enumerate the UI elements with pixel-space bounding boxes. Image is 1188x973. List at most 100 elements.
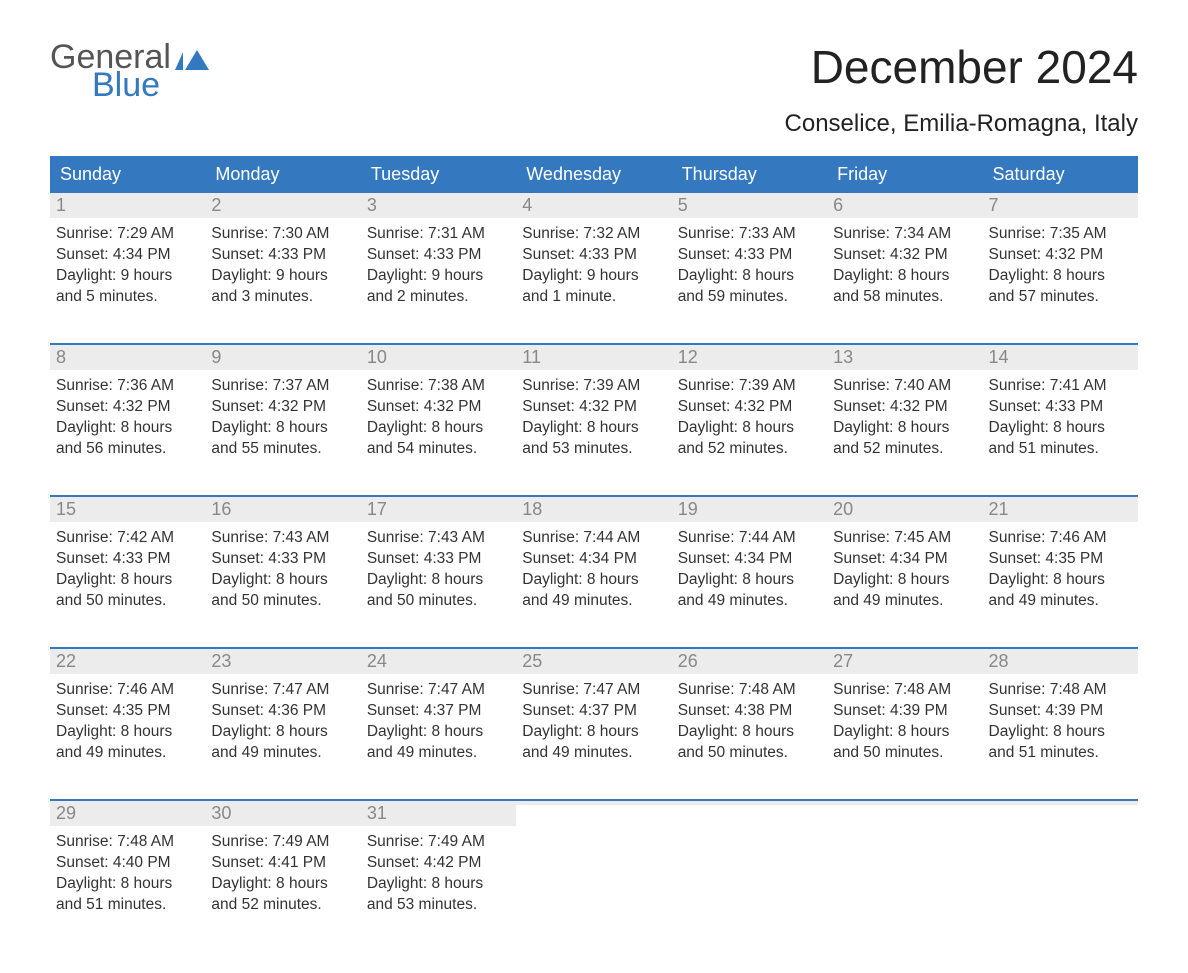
day-number-row: 25 bbox=[516, 649, 671, 674]
day-dl1: Daylight: 8 hours bbox=[211, 570, 354, 591]
day-sunrise: Sunrise: 7:42 AM bbox=[56, 528, 199, 549]
calendar-week: 1Sunrise: 7:29 AMSunset: 4:34 PMDaylight… bbox=[50, 193, 1138, 325]
day-number: 1 bbox=[50, 193, 205, 218]
day-dl1: Daylight: 8 hours bbox=[989, 418, 1132, 439]
calendar-day-cell: 28Sunrise: 7:48 AMSunset: 4:39 PMDayligh… bbox=[983, 649, 1138, 781]
day-dl2: and 54 minutes. bbox=[367, 439, 510, 460]
calendar-day-cell: 25Sunrise: 7:47 AMSunset: 4:37 PMDayligh… bbox=[516, 649, 671, 781]
day-body: Sunrise: 7:45 AMSunset: 4:34 PMDaylight:… bbox=[827, 522, 982, 616]
day-body: Sunrise: 7:38 AMSunset: 4:32 PMDaylight:… bbox=[361, 370, 516, 464]
day-dl1: Daylight: 8 hours bbox=[56, 570, 199, 591]
day-sunrise: Sunrise: 7:46 AM bbox=[989, 528, 1132, 549]
day-body: Sunrise: 7:29 AMSunset: 4:34 PMDaylight:… bbox=[50, 218, 205, 312]
day-sunrise: Sunrise: 7:36 AM bbox=[56, 376, 199, 397]
day-sunset: Sunset: 4:40 PM bbox=[56, 853, 199, 874]
day-dl2: and 50 minutes. bbox=[367, 591, 510, 612]
day-number: 3 bbox=[361, 193, 516, 218]
day-dl1: Daylight: 9 hours bbox=[211, 266, 354, 287]
day-sunrise: Sunrise: 7:46 AM bbox=[56, 680, 199, 701]
day-number: 4 bbox=[516, 193, 671, 218]
day-number-row: 24 bbox=[361, 649, 516, 674]
day-number: 6 bbox=[827, 193, 982, 218]
day-dl1: Daylight: 8 hours bbox=[833, 570, 976, 591]
day-sunrise: Sunrise: 7:29 AM bbox=[56, 224, 199, 245]
day-sunrise: Sunrise: 7:49 AM bbox=[211, 832, 354, 853]
day-sunrise: Sunrise: 7:33 AM bbox=[678, 224, 821, 245]
day-dl2: and 52 minutes. bbox=[678, 439, 821, 460]
day-number: 28 bbox=[983, 649, 1138, 674]
calendar-day-cell: 8 Sunrise: 7:36 AMSunset: 4:32 PMDaylight… bbox=[50, 345, 205, 477]
day-body: Sunrise: 7:44 AMSunset: 4:34 PMDaylight:… bbox=[516, 522, 671, 616]
day-body: Sunrise: 7:43 AMSunset: 4:33 PMDaylight:… bbox=[205, 522, 360, 616]
day-dl1: Daylight: 8 hours bbox=[56, 418, 199, 439]
calendar-day-cell: 14Sunrise: 7:41 AMSunset: 4:33 PMDayligh… bbox=[983, 345, 1138, 477]
day-dl2: and 49 minutes. bbox=[56, 743, 199, 764]
day-dl2: and 56 minutes. bbox=[56, 439, 199, 460]
day-dl2: and 52 minutes. bbox=[833, 439, 976, 460]
day-sunset: Sunset: 4:32 PM bbox=[833, 397, 976, 418]
day-sunset: Sunset: 4:32 PM bbox=[833, 245, 976, 266]
day-dl2: and 50 minutes. bbox=[678, 743, 821, 764]
day-body: Sunrise: 7:30 AMSunset: 4:33 PMDaylight:… bbox=[205, 218, 360, 312]
day-number: 24 bbox=[361, 649, 516, 674]
day-dl1: Daylight: 8 hours bbox=[678, 722, 821, 743]
day-dl2: and 51 minutes. bbox=[989, 439, 1132, 460]
day-body: Sunrise: 7:39 AMSunset: 4:32 PMDaylight:… bbox=[672, 370, 827, 464]
day-sunrise: Sunrise: 7:48 AM bbox=[678, 680, 821, 701]
day-number: 26 bbox=[672, 649, 827, 674]
day-dl1: Daylight: 8 hours bbox=[678, 418, 821, 439]
day-sunset: Sunset: 4:32 PM bbox=[56, 397, 199, 418]
day-number-row: 30 bbox=[205, 801, 360, 826]
day-dl2: and 57 minutes. bbox=[989, 287, 1132, 308]
day-number: 29 bbox=[50, 801, 205, 826]
day-sunrise: Sunrise: 7:44 AM bbox=[522, 528, 665, 549]
day-dl1: Daylight: 8 hours bbox=[522, 722, 665, 743]
day-dl1: Daylight: 8 hours bbox=[989, 570, 1132, 591]
day-sunrise: Sunrise: 7:48 AM bbox=[833, 680, 976, 701]
day-dl2: and 50 minutes. bbox=[211, 591, 354, 612]
day-sunrise: Sunrise: 7:47 AM bbox=[522, 680, 665, 701]
header-sunday: Sunday bbox=[50, 156, 205, 193]
day-number: 5 bbox=[672, 193, 827, 218]
day-number: 22 bbox=[50, 649, 205, 674]
day-sunset: Sunset: 4:36 PM bbox=[211, 701, 354, 722]
day-number: 8 bbox=[50, 345, 205, 370]
calendar-day-cell: 6Sunrise: 7:34 AMSunset: 4:32 PMDaylight… bbox=[827, 193, 982, 325]
day-number-row bbox=[827, 801, 982, 805]
day-dl2: and 50 minutes. bbox=[56, 591, 199, 612]
day-sunrise: Sunrise: 7:43 AM bbox=[367, 528, 510, 549]
calendar-day-cell: 20Sunrise: 7:45 AMSunset: 4:34 PMDayligh… bbox=[827, 497, 982, 629]
day-dl2: and 49 minutes. bbox=[211, 743, 354, 764]
day-number: 9 bbox=[205, 345, 360, 370]
day-sunset: Sunset: 4:33 PM bbox=[56, 549, 199, 570]
day-dl1: Daylight: 8 hours bbox=[367, 418, 510, 439]
day-body: Sunrise: 7:48 AMSunset: 4:39 PMDaylight:… bbox=[827, 674, 982, 768]
day-body: Sunrise: 7:47 AMSunset: 4:37 PMDaylight:… bbox=[516, 674, 671, 768]
day-dl2: and 49 minutes. bbox=[367, 743, 510, 764]
day-dl1: Daylight: 8 hours bbox=[56, 722, 199, 743]
day-sunrise: Sunrise: 7:47 AM bbox=[367, 680, 510, 701]
day-number-row: 11 bbox=[516, 345, 671, 370]
logo: General Blue bbox=[50, 40, 209, 102]
day-sunset: Sunset: 4:32 PM bbox=[367, 397, 510, 418]
day-sunset: Sunset: 4:32 PM bbox=[211, 397, 354, 418]
day-number-row: 17 bbox=[361, 497, 516, 522]
day-sunset: Sunset: 4:39 PM bbox=[833, 701, 976, 722]
header-wednesday: Wednesday bbox=[516, 156, 671, 193]
day-number: 18 bbox=[516, 497, 671, 522]
day-sunset: Sunset: 4:35 PM bbox=[989, 549, 1132, 570]
calendar-day-cell: 10Sunrise: 7:38 AMSunset: 4:32 PMDayligh… bbox=[361, 345, 516, 477]
day-sunset: Sunset: 4:34 PM bbox=[678, 549, 821, 570]
day-number-row: 4 bbox=[516, 193, 671, 218]
day-dl1: Daylight: 8 hours bbox=[678, 570, 821, 591]
day-body: Sunrise: 7:43 AMSunset: 4:33 PMDaylight:… bbox=[361, 522, 516, 616]
day-body: Sunrise: 7:47 AMSunset: 4:36 PMDaylight:… bbox=[205, 674, 360, 768]
calendar-day-cell: 11Sunrise: 7:39 AMSunset: 4:32 PMDayligh… bbox=[516, 345, 671, 477]
day-number-row: 28 bbox=[983, 649, 1138, 674]
day-sunrise: Sunrise: 7:30 AM bbox=[211, 224, 354, 245]
day-sunset: Sunset: 4:39 PM bbox=[989, 701, 1132, 722]
day-dl1: Daylight: 9 hours bbox=[522, 266, 665, 287]
header-saturday: Saturday bbox=[983, 156, 1138, 193]
day-body: Sunrise: 7:48 AMSunset: 4:39 PMDaylight:… bbox=[983, 674, 1138, 768]
day-number-row: 19 bbox=[672, 497, 827, 522]
